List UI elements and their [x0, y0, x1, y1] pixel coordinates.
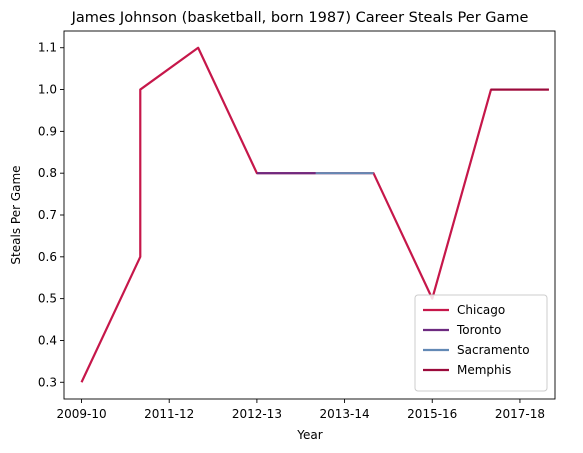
x-tick-label: 2011-12	[144, 407, 194, 421]
plot-area: 2009-10 2011-12 2012-13 2013-14 2015-16 2017-…	[38, 30, 556, 421]
y-tick-label: 1.0	[38, 83, 57, 97]
y-tick-label: 0.5	[38, 292, 57, 306]
y-tick-label: 1.1	[38, 41, 57, 55]
series-layer	[80, 46, 549, 383]
y-tick-label: 0.4	[38, 333, 57, 347]
legend-label-memphis: Memphis	[457, 363, 511, 377]
y-tick-label: 0.6	[38, 250, 57, 264]
x-tick-label: 2015-16	[407, 407, 457, 421]
y-tick-label: 0.3	[38, 375, 57, 389]
x-tick-label: 2017-18	[495, 407, 545, 421]
y-axis-label: Steals Per Game	[9, 165, 23, 264]
x-tick-label: 2013-14	[320, 407, 370, 421]
legend-label-chicago: Chicago	[457, 303, 505, 317]
x-tick-label: 2009-10	[56, 407, 106, 421]
x-tick-label: 2012-13	[232, 407, 282, 421]
legend-label-sacramento: Sacramento	[457, 343, 530, 357]
y-axis: 0.3 0.4 0.5 0.6 0.7 0.8 0.9 1.0 1.1	[38, 41, 64, 389]
legend-label-toronto: Toronto	[456, 323, 501, 337]
legend-box	[414, 294, 548, 392]
y-tick-label: 0.9	[38, 124, 57, 138]
chart-title: James Johnson (basketball, born 1987) Ca…	[71, 10, 529, 26]
y-tick-label: 0.7	[38, 208, 57, 222]
legend: Chicago Toronto Sacramento Memphis	[414, 294, 548, 392]
x-axis: 2009-10 2011-12 2012-13 2013-14 2015-16 2017-…	[56, 399, 545, 421]
y-tick-label: 0.8	[38, 166, 57, 180]
x-axis-label: Year	[296, 428, 322, 442]
